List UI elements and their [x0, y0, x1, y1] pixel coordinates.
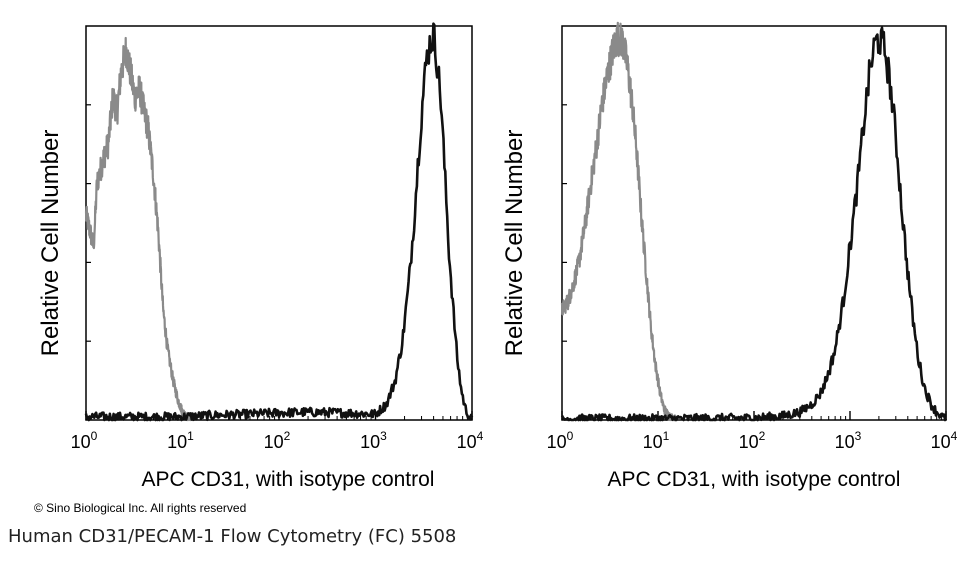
isotype-control-histogram — [560, 21, 678, 422]
x-tick-label: 104 — [457, 429, 484, 452]
x-tick-label: 101 — [643, 429, 670, 452]
copyright-notice: © Sino Biological Inc. All rights reserv… — [34, 501, 247, 515]
histogram-panel-right: 100 101 102 103 104 APC CD31, with isotype co… — [501, 21, 958, 491]
x-tick-label: 103 — [835, 429, 862, 452]
y-axis-label: Relative Cell Number — [37, 130, 64, 357]
x-tick-label: 102 — [739, 429, 766, 452]
x-axis-label: APC CD31, with isotype control — [142, 468, 435, 491]
x-tick-label: 103 — [360, 429, 387, 452]
x-tick-label: 100 — [71, 429, 98, 452]
flow-cytometry-figure: 100 101 102 103 104 APC CD31, with isotype co… — [37, 21, 958, 491]
histogram-panel-left: 100 101 102 103 104 APC CD31, with isotype co… — [37, 22, 484, 491]
figure-caption: Human CD31/PECAM-1 Flow Cytometry (FC) 5… — [8, 526, 457, 547]
x-tick-label: 100 — [547, 429, 574, 452]
isotype-control-histogram — [84, 36, 195, 422]
apc-cd31-histogram — [560, 26, 948, 422]
x-tick-label: 104 — [931, 429, 958, 452]
x-axis-label: APC CD31, with isotype control — [608, 468, 901, 491]
x-tick-label: 102 — [264, 429, 291, 452]
plot-frame — [561, 25, 947, 421]
apc-cd31-histogram — [84, 22, 474, 422]
x-tick-label: 101 — [167, 429, 194, 452]
y-axis-label: Relative Cell Number — [501, 130, 528, 357]
